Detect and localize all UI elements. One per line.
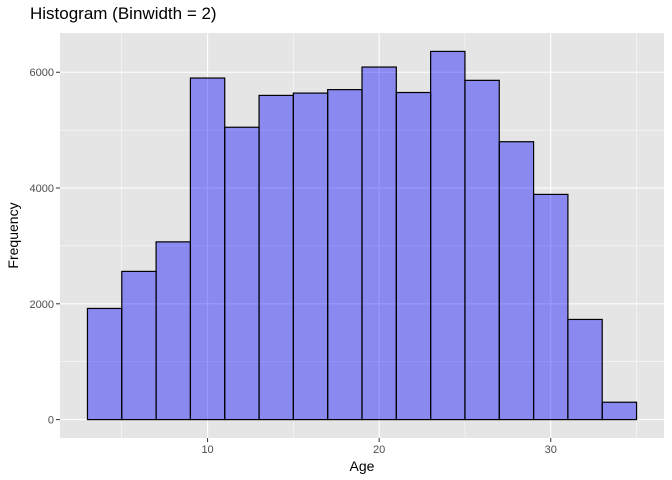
histogram-bar bbox=[292, 92, 329, 421]
chart-title: Histogram (Binwidth = 2) bbox=[30, 4, 217, 23]
histogram-bar bbox=[601, 401, 638, 421]
histogram-bar bbox=[121, 270, 157, 421]
histogram-bar bbox=[327, 89, 363, 421]
y-tick-label: 6000 bbox=[30, 67, 54, 79]
histogram-bar bbox=[532, 193, 569, 421]
histogram-bar bbox=[155, 241, 192, 421]
x-tick-label: 30 bbox=[545, 444, 557, 456]
x-tick-label: 20 bbox=[373, 444, 385, 456]
histogram-bar bbox=[361, 66, 397, 421]
y-tick-label: 0 bbox=[48, 415, 54, 427]
histogram-bar bbox=[189, 77, 226, 421]
histogram-bar bbox=[567, 318, 603, 421]
histogram-bar bbox=[498, 141, 535, 421]
histogram-bar bbox=[430, 50, 466, 421]
histogram-bar bbox=[86, 307, 123, 421]
x-axis-title: Age bbox=[350, 458, 375, 474]
histogram-bar bbox=[464, 79, 500, 421]
y-axis-title: Frequency bbox=[5, 202, 21, 268]
histogram-bars bbox=[86, 50, 638, 421]
histogram-bar bbox=[395, 91, 432, 421]
x-tick-label: 10 bbox=[201, 444, 213, 456]
y-tick-label: 2000 bbox=[30, 299, 54, 311]
axis-ticks: 10 20 30 0 2000 4000 6000 bbox=[30, 67, 557, 456]
y-tick-label: 4000 bbox=[30, 183, 54, 195]
histogram-bar bbox=[224, 126, 260, 421]
histogram-bar bbox=[258, 94, 294, 421]
